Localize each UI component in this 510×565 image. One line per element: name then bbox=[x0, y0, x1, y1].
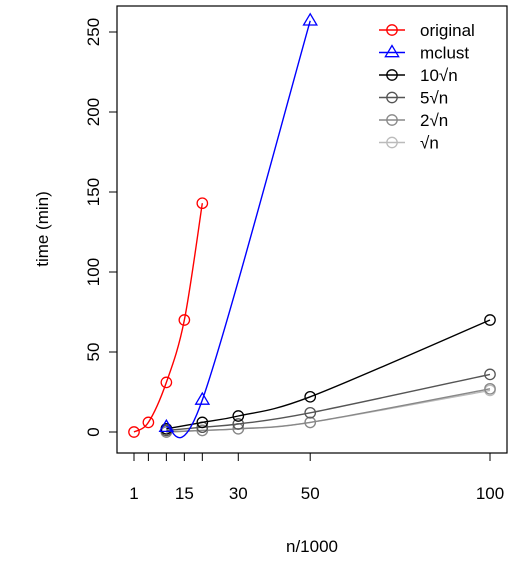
y-tick-label: 250 bbox=[84, 18, 103, 46]
legend-label: 5√n bbox=[420, 89, 448, 108]
data-point bbox=[484, 314, 496, 326]
legend-item: 2√n bbox=[379, 111, 448, 130]
data-point bbox=[196, 197, 209, 210]
y-tick-label: 0 bbox=[84, 427, 103, 436]
legend-item: mclust bbox=[379, 44, 469, 63]
data-point bbox=[196, 416, 209, 429]
legend-marker bbox=[386, 136, 398, 149]
y-tick-label: 100 bbox=[84, 258, 103, 286]
legend-item: original bbox=[379, 21, 475, 40]
legend-marker bbox=[384, 44, 400, 58]
series-line bbox=[133, 203, 204, 433]
series-line bbox=[166, 373, 491, 432]
legend-marker bbox=[386, 69, 398, 81]
legend-item: 10√n bbox=[379, 66, 458, 85]
series-original bbox=[128, 197, 209, 438]
data-point bbox=[160, 376, 173, 389]
data-point bbox=[232, 418, 245, 430]
y-tick-label: 150 bbox=[84, 178, 103, 206]
legend-item: 5√n bbox=[379, 89, 448, 108]
data-point bbox=[304, 390, 317, 403]
x-axis-title: n/1000 bbox=[286, 537, 338, 556]
x-tick-label: 30 bbox=[229, 484, 248, 503]
series-line bbox=[166, 319, 491, 430]
y-axis-title: time (min) bbox=[33, 191, 52, 267]
y-tick-label: 200 bbox=[84, 98, 103, 126]
legend-marker bbox=[386, 91, 398, 104]
series-mclust bbox=[158, 12, 318, 439]
data-point bbox=[304, 406, 317, 419]
legend-marker bbox=[386, 24, 398, 36]
legend-label: 10√n bbox=[420, 66, 458, 85]
data-point bbox=[302, 12, 318, 26]
data-point bbox=[128, 426, 140, 438]
data-point bbox=[304, 416, 317, 429]
data-point bbox=[158, 418, 175, 433]
x-tick-label: 15 bbox=[175, 484, 194, 503]
y-axis: 0 50 100 150 200 250 bbox=[84, 18, 118, 437]
series-line bbox=[166, 388, 491, 433]
data-point bbox=[484, 382, 496, 395]
data-point bbox=[142, 416, 155, 429]
data-point bbox=[232, 410, 245, 422]
series-line bbox=[165, 20, 311, 439]
series-layer bbox=[128, 12, 496, 439]
data-point bbox=[178, 314, 191, 326]
data-point bbox=[196, 424, 209, 437]
x-tick-label: 100 bbox=[476, 484, 504, 503]
data-point bbox=[194, 391, 211, 405]
x-axis: 1 15 30 50 100 bbox=[129, 452, 504, 503]
legend-label: original bbox=[420, 21, 475, 40]
legend: original mclust 10√n 5√n 2√n √n bbox=[379, 21, 475, 153]
data-point bbox=[484, 368, 496, 381]
series-2-n bbox=[160, 382, 496, 438]
x-tick-label: 1 bbox=[129, 484, 138, 503]
legend-label: √n bbox=[420, 134, 439, 153]
legend-marker bbox=[386, 114, 398, 126]
x-tick-label: 50 bbox=[301, 484, 320, 503]
series-10-n bbox=[160, 314, 496, 435]
series-5-n bbox=[160, 368, 496, 437]
legend-item: √n bbox=[379, 134, 439, 153]
legend-label: 2√n bbox=[420, 111, 448, 130]
y-tick-label: 50 bbox=[84, 343, 103, 362]
legend-label: mclust bbox=[420, 44, 469, 63]
